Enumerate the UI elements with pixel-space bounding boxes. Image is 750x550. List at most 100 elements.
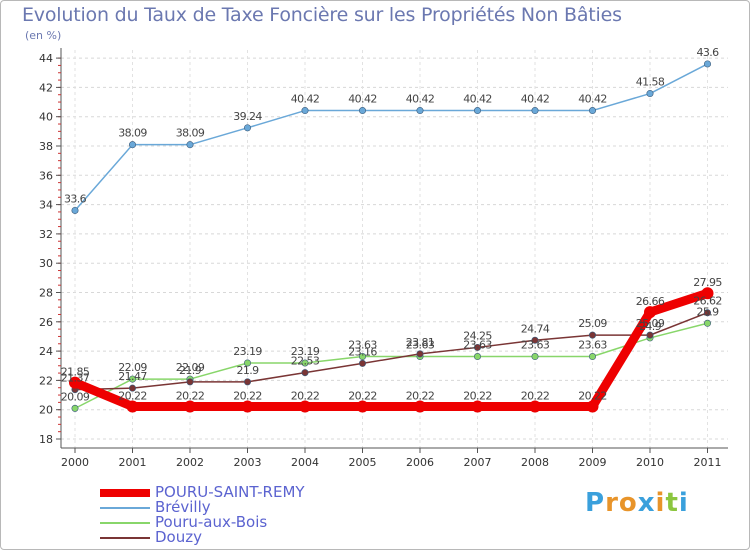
data-label: 23.63 xyxy=(348,339,377,352)
y-axis-unit-label: (en %) xyxy=(25,29,62,42)
data-label: 26.62 xyxy=(693,295,722,308)
y-tick-label: 44 xyxy=(39,52,53,65)
data-point xyxy=(416,350,424,358)
data-point xyxy=(241,400,254,413)
logo-letter: t xyxy=(665,488,679,518)
data-point xyxy=(186,141,194,149)
data-point xyxy=(358,353,366,361)
proxiti-logo: Proxiti xyxy=(585,488,689,518)
x-tick-label: 2006 xyxy=(406,456,434,469)
data-point xyxy=(358,107,366,115)
data-label: 23.19 xyxy=(233,345,262,358)
data-point xyxy=(244,359,252,367)
data-point xyxy=(301,359,309,367)
data-label: 21.9 xyxy=(236,364,259,377)
data-point xyxy=(358,359,366,367)
data-point xyxy=(588,353,596,361)
data-label: 38.09 xyxy=(118,127,147,140)
data-point xyxy=(129,141,137,149)
x-tick-label: 2011 xyxy=(694,456,722,469)
data-label: 27.95 xyxy=(693,276,722,289)
legend-label: Brévilly xyxy=(155,498,211,516)
legend-label: Douzy xyxy=(155,528,202,546)
y-tick-label: 36 xyxy=(39,169,53,182)
data-point xyxy=(703,309,711,317)
data-point xyxy=(244,124,252,132)
data-label: 24.25 xyxy=(463,329,492,342)
data-label: 40.42 xyxy=(406,93,435,106)
logo-letter: P xyxy=(585,488,606,518)
data-label: 20.22 xyxy=(578,389,607,402)
data-label: 20.22 xyxy=(406,389,435,402)
y-tick-label: 38 xyxy=(39,140,53,153)
logo-letter: o xyxy=(618,488,638,518)
data-point xyxy=(531,107,539,115)
legend-swatch xyxy=(100,537,150,539)
y-tick-label: 24 xyxy=(39,345,53,358)
data-point xyxy=(531,336,539,344)
x-tick-label: 2007 xyxy=(464,456,492,469)
legend-label: POURU-SAINT-REMY xyxy=(155,483,305,501)
y-tick-label: 40 xyxy=(39,111,53,124)
data-label: 25.09 xyxy=(636,317,665,330)
data-point xyxy=(416,107,424,115)
y-tick-label: 20 xyxy=(39,404,53,417)
data-label: 23.63 xyxy=(521,339,550,352)
data-label: 22.09 xyxy=(176,361,205,374)
data-label: 24.74 xyxy=(521,322,550,335)
series-line-pouru-saint-remy xyxy=(70,288,712,411)
data-label: 39.24 xyxy=(233,110,262,123)
data-label: 26.66 xyxy=(636,295,665,308)
y-tick-label: 28 xyxy=(39,287,53,300)
data-point xyxy=(473,343,481,351)
data-label: 20.22 xyxy=(291,389,320,402)
data-label: 20.22 xyxy=(521,389,550,402)
data-point xyxy=(301,369,309,377)
data-point xyxy=(701,287,714,300)
data-label: 33.6 xyxy=(64,192,87,205)
x-tick-label: 2009 xyxy=(579,456,607,469)
data-point xyxy=(414,400,426,413)
data-label: 20.22 xyxy=(118,389,147,402)
data-label: 22.53 xyxy=(291,355,320,368)
x-tick-label: 2000 xyxy=(61,456,89,469)
data-label: 40.42 xyxy=(291,93,320,106)
data-point xyxy=(588,331,596,339)
y-tick-label: 18 xyxy=(39,433,53,446)
data-label: 23.19 xyxy=(291,345,320,358)
data-label: 23.63 xyxy=(463,339,492,352)
data-label: 38.09 xyxy=(176,127,205,140)
legend-label: Pouru-aux-Bois xyxy=(155,513,268,531)
data-point xyxy=(644,306,656,319)
data-point xyxy=(356,400,369,413)
data-point xyxy=(531,353,539,361)
chart-title: Evolution du Taux de Taxe Foncière sur l… xyxy=(22,4,622,26)
data-label: 21.9 xyxy=(179,364,202,377)
data-label: 20.22 xyxy=(176,389,205,402)
data-label: 21.37 xyxy=(61,372,90,385)
series-line-pouru-aux-bois xyxy=(74,322,709,410)
legend-swatch xyxy=(100,507,150,509)
data-label: 21.47 xyxy=(118,370,147,383)
data-point xyxy=(184,400,196,413)
data-label: 40.42 xyxy=(578,93,607,106)
legend-swatch xyxy=(100,489,150,497)
logo-letter: r xyxy=(605,488,619,518)
data-point xyxy=(703,60,711,68)
data-label: 23.63 xyxy=(406,339,435,352)
x-tick-label: 2001 xyxy=(119,456,147,469)
data-label: 23.16 xyxy=(348,345,377,358)
data-label: 20.22 xyxy=(233,389,262,402)
x-tick-label: 2004 xyxy=(291,456,319,469)
y-tick-label: 22 xyxy=(39,374,53,387)
data-label: 20.22 xyxy=(348,389,377,402)
data-point xyxy=(186,378,194,386)
data-point xyxy=(129,375,137,383)
data-label: 20.09 xyxy=(61,390,90,403)
y-tick-label: 32 xyxy=(39,228,53,241)
x-tick-label: 2005 xyxy=(349,456,377,469)
data-label: 41.58 xyxy=(636,76,665,89)
x-tick-label: 2008 xyxy=(521,456,549,469)
